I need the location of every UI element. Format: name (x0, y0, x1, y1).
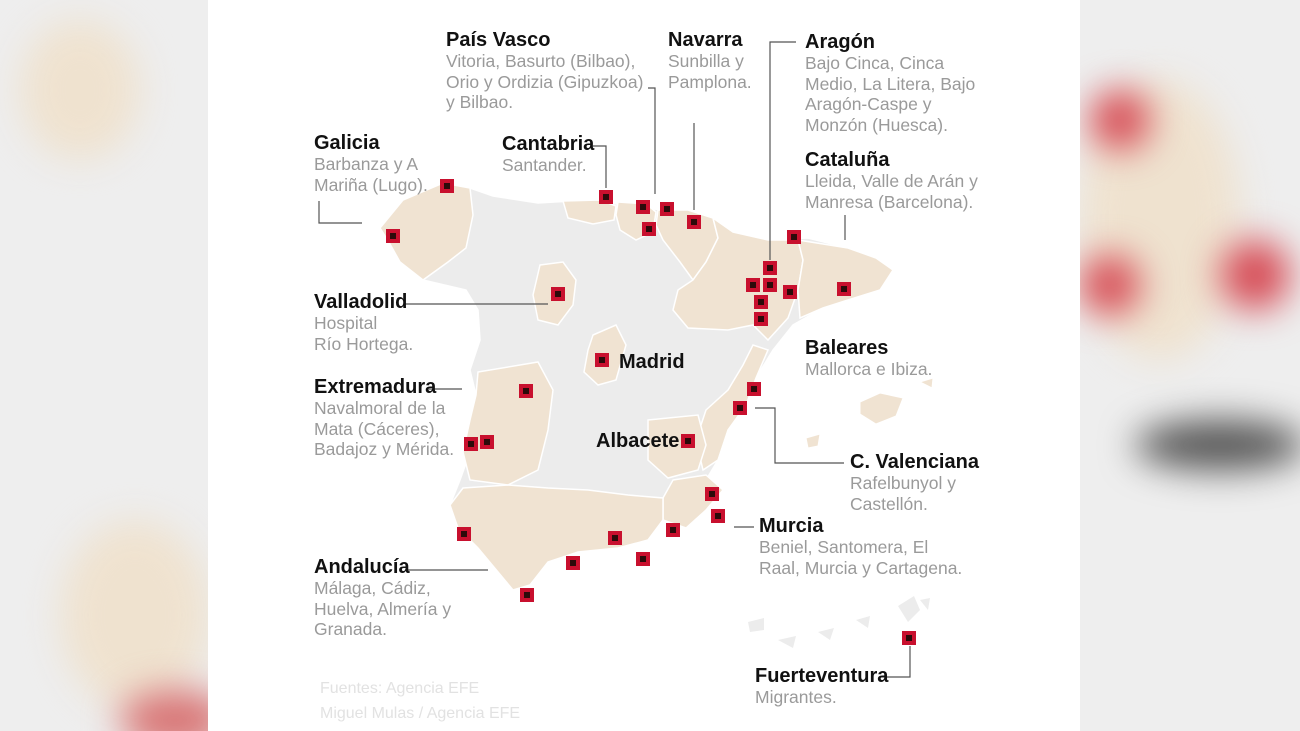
city-label-madrid: Madrid (619, 351, 685, 373)
label-fuerteventura: Fuerteventura Migrantes. (755, 666, 888, 708)
region-name: Fuerteventura (755, 665, 889, 687)
leader-line-valencia (755, 407, 844, 464)
label-valencia: C. Valenciana Rafelbunyol y Castellón. (850, 452, 979, 514)
region-name: Navarra (668, 29, 743, 51)
outbreak-marker-center (603, 194, 609, 200)
region-description: Sunbilla y Pamplona. (668, 51, 752, 92)
outbreak-marker-center (523, 388, 529, 394)
region-name: Cantabria (502, 133, 595, 155)
leader-line-aragon (769, 41, 796, 260)
region-name: Valladolid (314, 291, 408, 313)
region-description: Lleida, Valle de Arán y Manresa (Barcelo… (805, 171, 978, 212)
outbreak-marker-center (461, 531, 467, 537)
label-aragon: Aragón Bajo Cinca, Cinca Medio, La Liter… (805, 32, 975, 135)
map-panel: País Vasco Vitoria, Basurto (Bilbao), Or… (208, 0, 1080, 731)
canary-islands (748, 596, 930, 648)
region-description: Migrantes. (755, 687, 837, 707)
label-navarra: Navarra Sunbilla y Pamplona. (668, 30, 752, 92)
blurred-background-left (0, 0, 208, 731)
label-valladolid: Valladolid Hospital Río Hortega. (314, 292, 413, 354)
outbreak-marker-center (670, 527, 676, 533)
source-line-2: Miguel Mulas / Agencia EFE (320, 705, 521, 722)
spain-map (318, 41, 934, 678)
outbreak-marker-center (841, 286, 847, 292)
label-pais-vasco: País Vasco Vitoria, Basurto (Bilbao), Or… (446, 30, 643, 113)
outbreak-marker-center (555, 291, 561, 297)
region-description: Vitoria, Basurto (Bilbao), Orio y Ordizi… (446, 51, 644, 112)
markers-group (386, 179, 916, 645)
region-name: Galicia (314, 132, 380, 154)
outbreak-marker-center (570, 560, 576, 566)
outbreak-marker-center (664, 206, 670, 212)
outbreak-marker-center (646, 226, 652, 232)
outbreak-marker-center (390, 233, 396, 239)
region-name: Aragón (805, 31, 875, 53)
outbreak-marker-center (709, 491, 715, 497)
region-shape-cataluna (796, 239, 895, 320)
city-label-albacete: Albacete (596, 430, 680, 452)
region-description: Hospital Río Hortega. (314, 313, 414, 354)
outbreak-marker-center (767, 265, 773, 271)
region-name: Cataluña (805, 149, 890, 171)
outbreak-marker-center (791, 234, 797, 240)
outbreak-marker-center (484, 439, 490, 445)
outbreak-marker-center (758, 316, 764, 322)
outbreak-marker-center (524, 592, 530, 598)
label-cataluna: Cataluña Lleida, Valle de Arán y Manresa… (805, 150, 978, 212)
outbreak-marker-center (787, 289, 793, 295)
outbreak-marker-center (906, 635, 912, 641)
region-description: Mallorca e Ibiza. (805, 359, 933, 379)
region-shape-valencia (695, 344, 770, 472)
label-baleares: Baleares Mallorca e Ibiza. (805, 338, 932, 380)
region-description: Bajo Cinca, Cinca Medio, La Litera, Bajo… (805, 53, 976, 135)
region-name: Andalucía (314, 556, 410, 578)
region-shape-galicia (379, 182, 474, 281)
region-shape-andalucia (449, 484, 664, 591)
region-name: Baleares (805, 337, 889, 359)
region-shape-albacete (647, 414, 707, 479)
region-name: Murcia (759, 515, 824, 537)
outbreak-marker-center (691, 219, 697, 225)
outbreak-marker-center (640, 204, 646, 210)
label-galicia: Galicia Barbanza y A Mariña (Lugo). (314, 133, 428, 195)
outbreak-marker-center (737, 405, 743, 411)
outbreak-marker-center (758, 299, 764, 305)
region-description: Málaga, Cádiz, Huelva, Almería y Granada… (314, 578, 452, 639)
region-description: Barbanza y A Mariña (Lugo). (314, 154, 428, 195)
balearic-islands (805, 377, 934, 449)
leader-line-cantabria (593, 145, 607, 188)
region-name: C. Valenciana (850, 451, 979, 473)
region-name: Extremadura (314, 376, 437, 398)
region-description: Rafelbunyol y Castellón. (850, 473, 957, 514)
outbreak-marker-center (751, 386, 757, 392)
label-extremadura: Extremadura Navalmoral de la Mata (Cácer… (314, 377, 454, 460)
region-description: Beniel, Santomera, El Raal, Murcia y Car… (759, 537, 963, 578)
outbreak-marker-center (444, 183, 450, 189)
leader-lines (318, 41, 911, 678)
outbreak-marker-center (685, 438, 691, 444)
region-description: Santander. (502, 155, 587, 175)
outbreak-marker-center (599, 357, 605, 363)
label-murcia: Murcia Beniel, Santomera, El Raal, Murci… (759, 516, 962, 578)
blurred-background-right (1080, 0, 1300, 731)
leader-line-galicia (318, 201, 362, 224)
leader-line-fuerteventura (880, 646, 911, 678)
outbreak-marker-center (612, 535, 618, 541)
outbreak-marker-center (750, 282, 756, 288)
source-line-1: Fuentes: Agencia EFE (320, 680, 480, 697)
outbreak-marker-center (640, 556, 646, 562)
outbreak-marker-center (468, 441, 474, 447)
region-description: Navalmoral de la Mata (Cáceres), Badajoz… (314, 398, 455, 459)
leader-line-pais-vasco (648, 87, 656, 194)
outbreak-marker-center (767, 282, 773, 288)
region-name: País Vasco (446, 29, 551, 51)
outbreak-marker-center (715, 513, 721, 519)
label-cantabria: Cantabria Santander. (502, 134, 594, 176)
label-andalucia: Andalucía Málaga, Cádiz, Huelva, Almería… (314, 557, 451, 640)
